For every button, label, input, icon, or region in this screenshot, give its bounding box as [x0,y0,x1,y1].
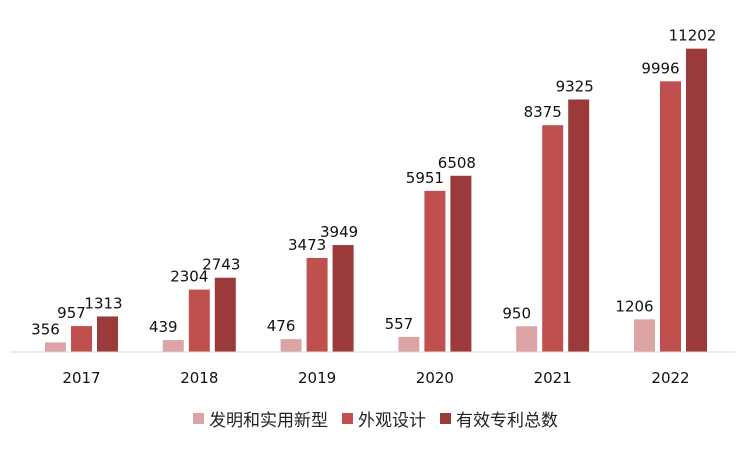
legend-label-invention: 发明和实用新型 [209,410,328,431]
bar-total-2017 [97,316,118,352]
data-label-total-2021: 9325 [556,77,594,95]
data-label-invention-2018: 439 [149,318,178,336]
bar-invention-2018 [162,340,184,352]
x-tick-labels-group: 2017 2018 2019 2020 2021 2022 [62,369,689,387]
data-label-invention-2019: 476 [267,317,296,335]
data-label-invention-2017: 356 [31,320,60,338]
legend-item-design: 外观设计 [342,406,426,431]
data-label-design-2019: 3473 [288,236,326,254]
legend-swatch-invention [193,412,204,424]
data-label-total-2018: 2743 [202,256,240,274]
data-label-invention-2021: 950 [502,304,531,322]
data-label-design-2017: 957 [57,304,86,322]
bar-invention-2020 [398,336,420,352]
x-tick-label-2022: 2022 [651,369,689,387]
data-label-invention-2020: 557 [385,315,414,333]
bar-total-2022 [686,48,707,352]
bar-design-2022 [660,81,681,352]
bar-invention-2021 [516,326,538,352]
data-label-design-2018: 2304 [170,268,208,286]
data-label-design-2020: 5951 [406,169,444,187]
x-tick-label-2020: 2020 [416,369,454,387]
legend-item-total: 有效专利总数 [440,406,558,431]
legend-label-design: 外观设计 [358,410,426,431]
legend-label-total: 有效专利总数 [456,410,558,431]
bar-total-2018 [214,277,236,352]
bar-design-2018 [188,289,210,352]
x-tick-label-2018: 2018 [180,369,218,387]
data-label-design-2022: 9996 [641,59,679,77]
bar-total-2020 [450,175,472,352]
legend-swatch-design [342,412,353,424]
bar-total-2021 [568,99,590,352]
data-label-total-2022: 11202 [669,27,717,45]
legend-item-invention: 发明和实用新型 [193,406,328,431]
bar-design-2017 [71,326,92,352]
x-tick-label-2021: 2021 [534,369,572,387]
data-label-total-2019: 3949 [320,223,358,241]
data-label-total-2017: 1313 [84,294,122,312]
data-label-design-2021: 8375 [524,103,562,121]
bar-invention-2019 [280,339,302,352]
bar-total-2019 [332,245,354,352]
legend: 发明和实用新型 外观设计 有效专利总数 [0,405,751,431]
x-tick-label-2017: 2017 [62,369,100,387]
bar-invention-2022 [634,319,655,352]
data-label-total-2020: 6508 [438,154,476,172]
bar-invention-2017 [45,342,66,352]
bars-group [45,48,707,352]
bar-design-2019 [306,257,328,352]
data-label-invention-2022: 1206 [615,297,653,315]
x-tick-label-2019: 2019 [298,369,336,387]
bar-design-2021 [542,125,564,352]
legend-swatch-total [440,412,451,424]
bar-design-2020 [424,190,446,352]
